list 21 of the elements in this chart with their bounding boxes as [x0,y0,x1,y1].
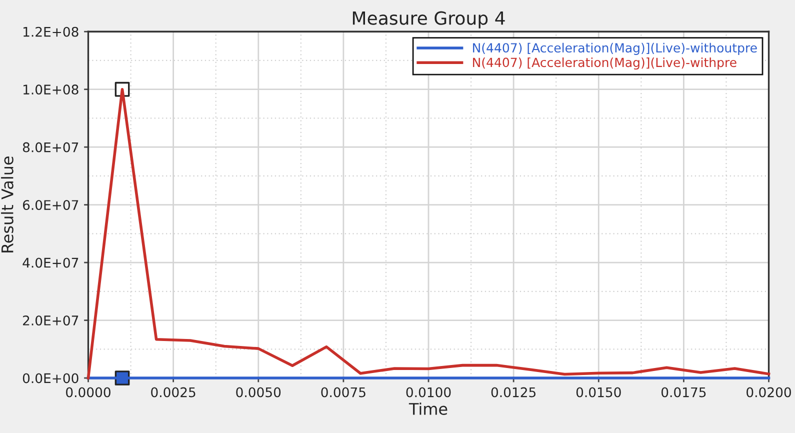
x-tick-label: 0.0175 [661,387,706,398]
y-tick-label: 4.0E+07 [22,258,78,268]
x-tick-label: 0.0000 [66,387,110,398]
legend-label: N(4407) [Acceleration(Mag)](Live)-withpre [473,57,736,70]
x-tick-label: 0.0150 [576,387,621,398]
x-tick-label: 0.0075 [321,387,366,398]
x-axis-title: Time [408,402,448,415]
x-tick-label: 0.0025 [151,387,196,398]
y-tick-label: 2.0E+07 [23,315,78,326]
chart-title: Measure Group 4 [352,11,505,28]
y-tick-label: 1.0E+08 [24,84,78,95]
y-tick-label: 8.0E+07 [22,142,78,152]
y-tick-label: 0.0E+00 [22,373,78,384]
x-tick-label: 0.0125 [491,387,536,398]
legend-label: N(4407) [Acceleration(Mag)](Live)-withoutpre [473,42,757,55]
x-tick-label: 0.0200 [746,387,791,398]
x-tick-label: 0.0050 [236,387,281,398]
x-tick-label: 0.0100 [406,387,451,398]
y-tick-label: 6.0E+07 [22,200,78,210]
y-axis-title: Result Value [1,156,14,252]
y-tick-label: 1.2E+08 [24,26,78,37]
